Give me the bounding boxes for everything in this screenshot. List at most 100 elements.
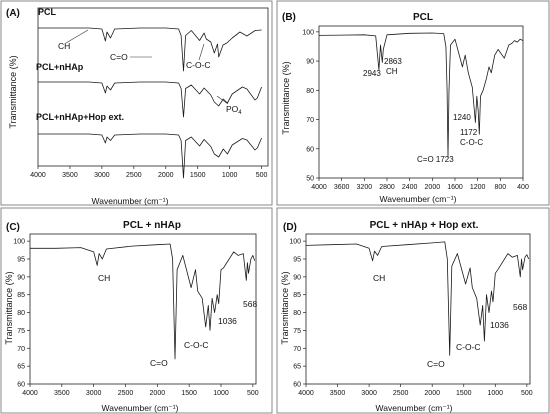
y-tick-label: 100	[289, 239, 301, 246]
plot-area-0	[37, 7, 269, 167]
x-tick-label: 4000	[30, 172, 46, 179]
panel-b-peak-2943: 2943	[363, 69, 381, 78]
y-tick-label: 65	[17, 364, 25, 371]
y-tick-label: 95	[17, 257, 25, 264]
x-tick-label: 3000	[94, 172, 110, 179]
y-tick-label: 80	[293, 310, 301, 317]
panel-a-xlabel: Wavenumber (cm⁻¹)	[92, 196, 169, 206]
x-tick-label: 2400	[402, 184, 418, 191]
panel-d-tag: (D)	[283, 222, 297, 233]
panel-b-peak-1240: 1240	[453, 113, 471, 122]
panel-c-peak-568: 568	[243, 299, 257, 309]
y-tick-label: 50	[306, 176, 314, 183]
panel-c-xlabel: Wavenumber (cm⁻¹)	[102, 403, 179, 413]
series-line-1	[30, 243, 256, 360]
panel-c-ch-label: CH	[98, 273, 110, 283]
panel-c-peak-1036: 1036	[218, 316, 237, 326]
x-tick-label: 2800	[379, 184, 395, 191]
x-tick-label: 400	[517, 184, 529, 191]
y-tick-label: 75	[17, 328, 25, 335]
panel-d-coc-label: C-O-C	[456, 342, 481, 352]
y-tick-label: 100	[13, 239, 25, 246]
x-tick-label: 2000	[425, 184, 441, 191]
series-line-2	[38, 81, 262, 118]
panel-d-title: PCL + nHAp + Hop ext.	[370, 220, 479, 231]
panel-c-tag: (C)	[6, 222, 20, 233]
y-tick-label: 80	[306, 88, 314, 95]
x-tick-label: 3000	[361, 390, 377, 397]
x-tick-label: 500	[247, 390, 259, 397]
panel-c-frame	[0, 207, 273, 414]
panel-a-ch-label: CH	[58, 41, 70, 51]
y-tick-label: 60	[306, 146, 314, 153]
x-tick-label: 500	[521, 390, 533, 397]
panel-a-carbonyl-label: C=O	[110, 52, 128, 62]
x-tick-label: 1600	[447, 184, 463, 191]
panel-a-tag: (A)	[6, 8, 20, 19]
series-line-3	[38, 133, 262, 179]
y-tick-label: 95	[293, 257, 301, 264]
panel-d-carbonyl-label: C=O	[427, 359, 445, 369]
series-line-1	[318, 32, 524, 158]
x-tick-label: 4000	[298, 390, 314, 397]
panel-b-title: PCL	[413, 12, 433, 23]
panel-b-coc-label: C-O-C	[460, 138, 483, 147]
panel-c-ylabel: Transmittance (%)	[4, 271, 14, 344]
panel-b-ylabel: Transmittance (%)	[281, 61, 291, 134]
x-tick-label: 1500	[456, 390, 472, 397]
series-line-1	[305, 241, 530, 356]
x-tick-label: 800	[494, 184, 506, 191]
x-tick-label: 1500	[190, 172, 206, 179]
y-tick-label: 90	[306, 59, 314, 66]
y-tick-label: 80	[17, 310, 25, 317]
panel-b: (B) PCL Wavenumber (cm⁻¹) Transmittance …	[276, 0, 550, 206]
panel-a-label-pcl: PCL	[38, 7, 57, 17]
panel-b-tag: (B)	[282, 12, 296, 23]
panel-d-frame	[276, 207, 550, 414]
x-tick-label: 2000	[150, 390, 166, 397]
y-tick-label: 70	[306, 117, 314, 124]
x-tick-label: 500	[256, 172, 268, 179]
y-tick-label: 75	[293, 328, 301, 335]
x-tick-label: 1200	[470, 184, 486, 191]
x-tick-label: 3200	[357, 184, 373, 191]
x-tick-label: 2500	[126, 172, 142, 179]
panel-a-coc-label: C-O-C	[186, 60, 211, 70]
panel-b-xlabel: Wavenumber (cm⁻¹)	[380, 194, 457, 204]
x-tick-label: 4000	[22, 390, 38, 397]
y-tick-label: 70	[293, 346, 301, 353]
panel-c-coc-label: C-O-C	[184, 340, 209, 350]
x-tick-label: 1000	[213, 390, 229, 397]
plot-area-2	[29, 233, 257, 385]
panel-d: (D) PCL + nHAp + Hop ext. Wavenumber (cm…	[276, 207, 550, 414]
x-tick-label: 3500	[54, 390, 70, 397]
x-tick-label: 1500	[181, 390, 197, 397]
y-tick-label: 85	[17, 292, 25, 299]
x-tick-label: 3000	[86, 390, 102, 397]
panel-b-peak-1172: 1172	[460, 128, 478, 137]
panel-b-ch-label: CH	[386, 67, 398, 76]
y-tick-label: 60	[293, 382, 301, 389]
panel-d-ch-label: CH	[373, 273, 385, 283]
x-tick-label: 3500	[330, 390, 346, 397]
y-tick-label: 90	[17, 274, 25, 281]
x-tick-label: 1000	[222, 172, 238, 179]
y-tick-label: 85	[293, 292, 301, 299]
x-tick-label: 2500	[118, 390, 134, 397]
y-tick-label: 65	[293, 364, 301, 371]
x-tick-label: 2000	[158, 172, 174, 179]
x-tick-label: 2000	[424, 390, 440, 397]
panel-c: (C) PCL + nHAp Wavenumber (cm⁻¹) Transmi…	[0, 207, 273, 414]
x-tick-label: 1000	[488, 390, 504, 397]
panel-c-carbonyl-label: C=O	[150, 358, 168, 368]
panel-d-ylabel: Transmittance (%)	[280, 271, 290, 344]
y-tick-label: 60	[17, 382, 25, 389]
panel-a-ylabel: Transmittance (%)	[8, 55, 18, 128]
y-tick-label: 90	[293, 274, 301, 281]
plot-area-3	[305, 233, 531, 385]
x-tick-label: 3500	[62, 172, 78, 179]
panel-a: (A) Wavenumber (cm⁻¹) Transmittance (%) …	[0, 0, 273, 206]
y-tick-label: 70	[17, 346, 25, 353]
panel-d-peak-1036: 1036	[490, 320, 509, 330]
series-line-1	[38, 27, 262, 72]
